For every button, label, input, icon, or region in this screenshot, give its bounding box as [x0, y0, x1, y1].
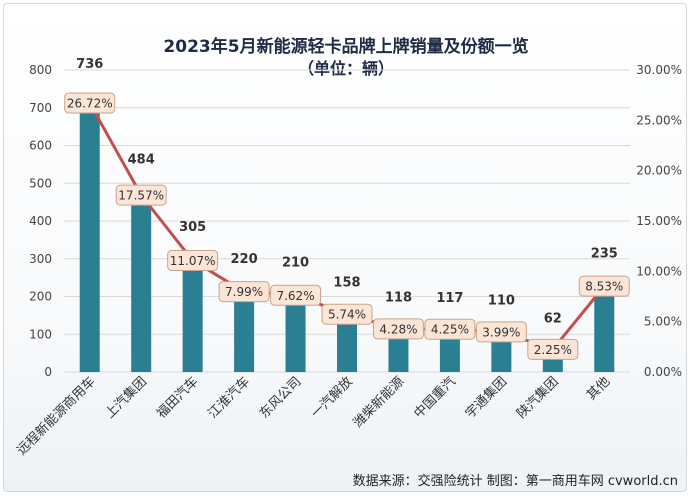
bar-value-label: 210 [282, 256, 309, 271]
share-value-label: 5.74% [328, 308, 366, 322]
category-label: 上汽集团 [102, 374, 150, 422]
bar-value-label: 110 [488, 293, 515, 308]
category-label: 潍柴新能源 [350, 374, 407, 431]
share-label-box [167, 250, 219, 272]
share-value-label: 2.25% [534, 343, 572, 357]
bar-value-label: 235 [591, 246, 618, 261]
y-right-tick-label: 25.00% [636, 113, 682, 127]
y-left-tick-label: 400 [29, 214, 52, 228]
y-left-tick-label: 0 [44, 365, 52, 379]
bar [79, 94, 100, 372]
share-label-box [578, 275, 630, 297]
chart-title: 2023年5月新能源轻卡品牌上牌销量及份额一览 [163, 37, 529, 57]
bar [594, 283, 615, 372]
y-right-tick-label: 20.00% [636, 164, 682, 178]
category-label: 宇通集团 [462, 374, 510, 422]
category-label: 东风公司 [257, 374, 304, 421]
chart-frame [3, 3, 687, 492]
y-left-tick-label: 600 [29, 139, 52, 153]
bar-value-label: 736 [76, 57, 103, 72]
share-value-label: 7.62% [276, 289, 314, 303]
category-label: 江淮汽车 [205, 374, 253, 422]
share-value-label: 4.28% [379, 322, 417, 336]
y-left-tick-label: 500 [29, 176, 52, 190]
category-label: 其他 [584, 374, 613, 403]
bar [337, 312, 357, 372]
bar-value-label: 62 [544, 312, 562, 327]
category-label: 福田汽车 [153, 374, 201, 422]
share-value-label: 17.57% [118, 189, 164, 203]
y-left-tick-label: 300 [29, 252, 52, 266]
share-label-box [527, 338, 579, 360]
bar-value-label: 305 [179, 220, 206, 235]
footer-source: 数据来源：交强险统计 制图：第一商用车网 cvworld.cn [352, 474, 678, 489]
y-right-tick-label: 10.00% [636, 264, 682, 278]
bar-value-label: 117 [436, 291, 463, 306]
share-label-box [270, 284, 322, 306]
bar [234, 288, 255, 372]
category-label: 一汽解放 [308, 374, 355, 421]
share-value-label: 7.99% [225, 285, 263, 299]
share-value-label: 3.99% [482, 325, 520, 339]
y-right-tick-label: 30.00% [636, 63, 682, 77]
y-left-tick-label: 800 [29, 63, 52, 77]
share-value-label: 4.25% [431, 323, 469, 337]
bar [182, 256, 203, 372]
y-left-tick-label: 100 [29, 327, 52, 341]
y-right-tick-label: 15.00% [636, 214, 682, 228]
bar [285, 292, 306, 372]
y-left-tick-label: 700 [29, 101, 52, 115]
bar-value-label: 484 [128, 152, 155, 167]
chart-subtitle: （单位：辆） [297, 59, 394, 78]
category-label: 陕汽集团 [514, 374, 562, 422]
bar-value-label: 158 [333, 275, 360, 290]
share-label-box [475, 321, 527, 343]
share-label-box [372, 318, 424, 340]
share-label-box [115, 184, 167, 206]
share-value-label: 26.72% [67, 97, 113, 111]
y-left-tick-label: 200 [29, 290, 52, 304]
share-label-box [321, 303, 373, 325]
bar [131, 189, 152, 372]
y-right-tick-label: 5.00% [644, 315, 682, 329]
share-value-label: 8.53% [585, 280, 623, 294]
category-label: 中国重汽 [411, 374, 459, 422]
bar-value-label: 118 [385, 290, 412, 305]
category-label: 远程新能源商用车 [14, 374, 99, 459]
share-label-box [424, 318, 476, 340]
share-value-label: 11.07% [170, 254, 216, 268]
share-label-box [218, 281, 270, 303]
y-right-tick-label: 0.00% [644, 365, 682, 379]
share-label-box [64, 92, 116, 114]
bar-value-label: 220 [231, 252, 258, 267]
